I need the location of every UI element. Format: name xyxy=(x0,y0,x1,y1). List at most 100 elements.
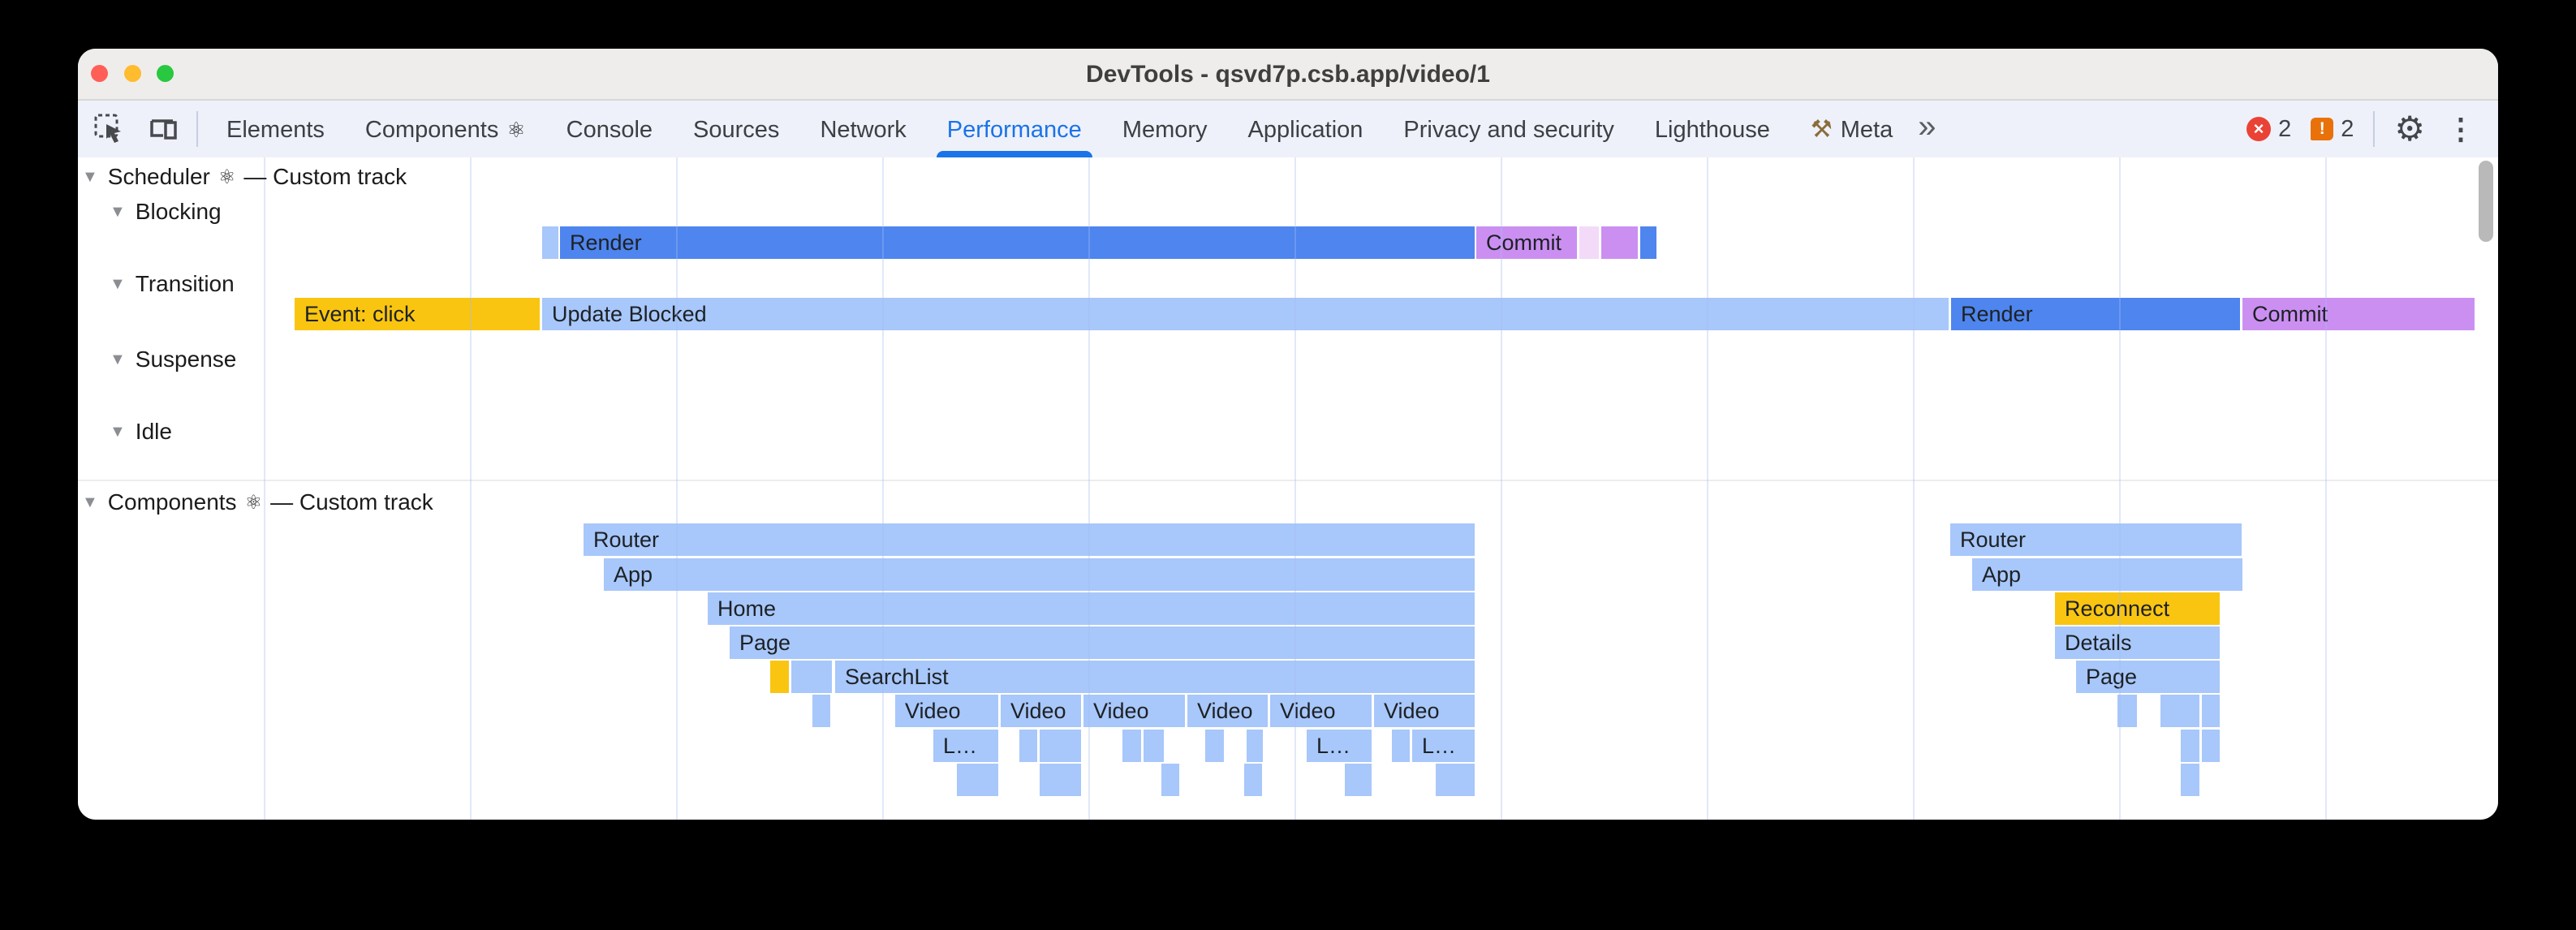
tab-components[interactable]: Components ⚛ xyxy=(345,101,546,157)
flame-bar-app[interactable]: App xyxy=(604,558,1475,591)
track-header-scheduler[interactable]: ▼ Scheduler ⚛ — Custom track xyxy=(82,164,407,190)
tab-label: Network xyxy=(820,117,907,143)
collapse-triangle-icon[interactable]: ▼ xyxy=(82,167,98,186)
vertical-scrollbar-thumb[interactable] xyxy=(2479,161,2493,242)
flame-bar[interactable] xyxy=(2117,695,2137,727)
performance-flame-chart: ▼ Scheduler ⚛ — Custom track ▼ Blocking ▼ Trans… xyxy=(78,157,2498,820)
tab-console[interactable]: Console xyxy=(546,101,673,157)
flame-bar-event-click[interactable]: Event: click xyxy=(295,298,540,330)
flame-bar[interactable] xyxy=(770,661,789,693)
lane-label-suspense[interactable]: ▼ Suspense xyxy=(110,347,236,372)
atom-icon: ⚛ xyxy=(506,118,526,142)
flame-bar-render[interactable]: Render xyxy=(560,226,1475,259)
collapse-triangle-icon[interactable]: ▼ xyxy=(110,422,126,441)
flame-bar[interactable] xyxy=(1601,226,1638,259)
settings-gear-icon[interactable]: ⚙ xyxy=(2394,110,2425,148)
flame-bar-commit[interactable]: Commit xyxy=(1476,226,1577,259)
tab-label: Components xyxy=(364,117,499,143)
flame-bar-update-blocked[interactable]: Update Blocked xyxy=(542,298,1949,330)
flame-bar[interactable] xyxy=(1161,764,1179,796)
flame-bar-video[interactable]: Video xyxy=(1270,695,1372,727)
flame-bar-l[interactable]: L… xyxy=(1412,730,1475,762)
error-icon[interactable]: × xyxy=(2246,117,2272,141)
timeline-gridline xyxy=(2325,157,2327,820)
tab-privacy-and-security[interactable]: Privacy and security xyxy=(1383,101,1635,157)
tab-meta[interactable]: ⚒ Meta xyxy=(1790,101,1913,157)
flame-bar-details[interactable]: Details xyxy=(2055,626,2220,659)
flame-bar[interactable] xyxy=(1122,730,1141,762)
kebab-menu-icon[interactable]: ⋮ xyxy=(2446,112,2475,145)
collapse-triangle-icon[interactable]: ▼ xyxy=(110,202,126,221)
collapse-triangle-icon[interactable]: ▼ xyxy=(110,274,126,293)
flame-bar-page[interactable]: Page xyxy=(730,626,1475,659)
lane-label-blocking[interactable]: ▼ Blocking xyxy=(110,199,222,225)
flame-bar[interactable] xyxy=(812,695,830,727)
tab-label: Elements xyxy=(226,117,325,143)
flame-bar[interactable] xyxy=(2181,730,2199,762)
tab-elements[interactable]: Elements xyxy=(206,101,345,157)
flame-bar[interactable] xyxy=(1247,730,1263,762)
tab-lighthouse[interactable]: Lighthouse xyxy=(1635,101,1790,157)
tab-memory[interactable]: Memory xyxy=(1102,101,1228,157)
lane-label: Blocking xyxy=(135,199,222,224)
tab-network[interactable]: Network xyxy=(799,101,926,157)
flame-bar-video[interactable]: Video xyxy=(1001,695,1081,727)
tab-label: Console xyxy=(566,117,653,143)
flame-bar-reconnect[interactable]: Reconnect xyxy=(2055,592,2220,625)
flame-bar-render[interactable]: Render xyxy=(1951,298,2240,330)
flame-bar[interactable] xyxy=(1345,764,1372,796)
flame-bar[interactable] xyxy=(1019,730,1037,762)
flame-bar[interactable] xyxy=(1244,764,1262,796)
collapse-triangle-icon[interactable]: ▼ xyxy=(82,493,98,511)
flame-bar[interactable] xyxy=(1040,764,1081,796)
tab-performance[interactable]: Performance xyxy=(927,101,1102,157)
timeline-gridline xyxy=(264,157,265,820)
minimize-window-button[interactable] xyxy=(124,65,141,82)
hammer-wrench-icon: ⚒ xyxy=(1810,116,1833,143)
atom-icon: ⚛ xyxy=(218,166,236,188)
flame-bar[interactable] xyxy=(2202,695,2220,727)
flame-bar[interactable] xyxy=(791,661,832,693)
flame-bar[interactable] xyxy=(2181,764,2199,796)
flame-bar-video[interactable]: Video xyxy=(1374,695,1475,727)
tab-sources[interactable]: Sources xyxy=(673,101,799,157)
track-header-components[interactable]: ▼ Components ⚛ — Custom track xyxy=(82,489,433,515)
flame-bar-video[interactable]: Video xyxy=(1187,695,1268,727)
flame-bar[interactable] xyxy=(1436,764,1475,796)
warning-icon[interactable]: ! xyxy=(2311,118,2334,140)
close-window-button[interactable] xyxy=(91,65,108,82)
device-toolbar-icon[interactable] xyxy=(141,107,185,151)
flame-bar[interactable] xyxy=(1205,730,1224,762)
flame-bar[interactable] xyxy=(2160,695,2199,727)
flame-bar-video[interactable]: Video xyxy=(895,695,998,727)
fullscreen-window-button[interactable] xyxy=(157,65,174,82)
flame-bar-l[interactable]: L… xyxy=(933,730,998,762)
more-tabs-button[interactable]: » xyxy=(1918,108,1936,144)
lane-label: Transition xyxy=(135,271,235,296)
timeline-gridline xyxy=(2119,157,2121,820)
flame-bar[interactable] xyxy=(1640,226,1656,259)
flame-bar[interactable] xyxy=(1040,730,1081,762)
flame-bar-video[interactable]: Video xyxy=(1083,695,1185,727)
collapse-triangle-icon[interactable]: ▼ xyxy=(110,350,126,368)
flame-bar[interactable] xyxy=(1392,730,1410,762)
inspect-element-icon[interactable] xyxy=(88,107,131,151)
flame-bar-l[interactable]: L… xyxy=(1307,730,1372,762)
flame-bar[interactable] xyxy=(1579,226,1599,259)
lane-label-transition[interactable]: ▼ Transition xyxy=(110,271,235,297)
flame-bar-home[interactable]: Home xyxy=(708,592,1475,625)
flame-bar-searchlist[interactable]: SearchList xyxy=(835,661,1475,693)
lane-label-idle[interactable]: ▼ Idle xyxy=(110,419,172,445)
tab-application[interactable]: Application xyxy=(1228,101,1384,157)
flame-bar-page[interactable]: Page xyxy=(2076,661,2220,693)
flame-bar-router[interactable]: Router xyxy=(1950,523,2242,556)
flame-bar-app[interactable]: App xyxy=(1972,558,2242,591)
panel-tabs: Elements Components ⚛ Console Sources Network… xyxy=(206,101,1913,157)
flame-bar[interactable] xyxy=(2202,730,2220,762)
toolbar-divider xyxy=(2373,111,2376,147)
flame-bar[interactable] xyxy=(957,764,998,796)
flame-bar[interactable] xyxy=(542,226,558,259)
flame-bar-router[interactable]: Router xyxy=(584,523,1475,556)
flame-bar[interactable] xyxy=(1144,730,1164,762)
flame-bar-commit[interactable]: Commit xyxy=(2242,298,2475,330)
